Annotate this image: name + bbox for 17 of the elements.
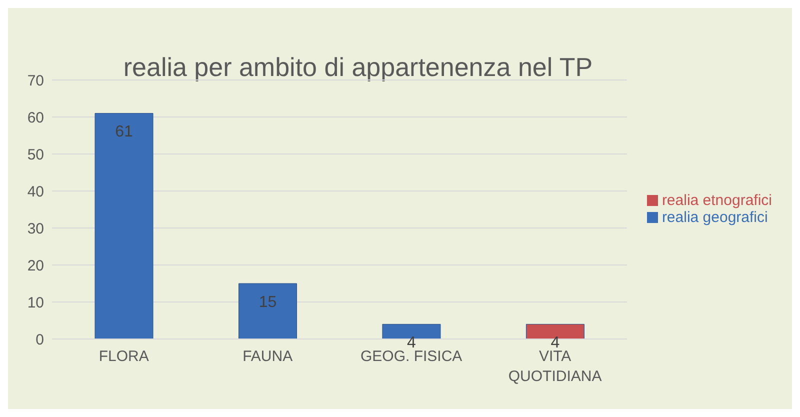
- y-tick-label: 0: [36, 331, 44, 348]
- bar: [238, 283, 297, 339]
- chart-title: realia per ambito di appartenenza nel TP: [123, 52, 593, 82]
- x-tick-label: FAUNA: [242, 348, 293, 365]
- legend-label: realia etnografici: [662, 192, 772, 208]
- x-tick-label: FLORA: [98, 348, 149, 365]
- y-tick-label: 10: [27, 294, 44, 312]
- y-tick-label: 60: [27, 109, 44, 126]
- y-tick-label: 20: [27, 257, 44, 274]
- y-tick-label: 40: [27, 183, 44, 200]
- legend-label: realia geografici: [662, 208, 768, 226]
- y-tick-label: 70: [27, 72, 44, 90]
- bar: [94, 113, 154, 339]
- data-label: 15: [258, 294, 277, 311]
- data-label: 61: [115, 124, 133, 141]
- y-tick-label: 50: [27, 146, 44, 164]
- y-tick-label: 30: [27, 220, 44, 238]
